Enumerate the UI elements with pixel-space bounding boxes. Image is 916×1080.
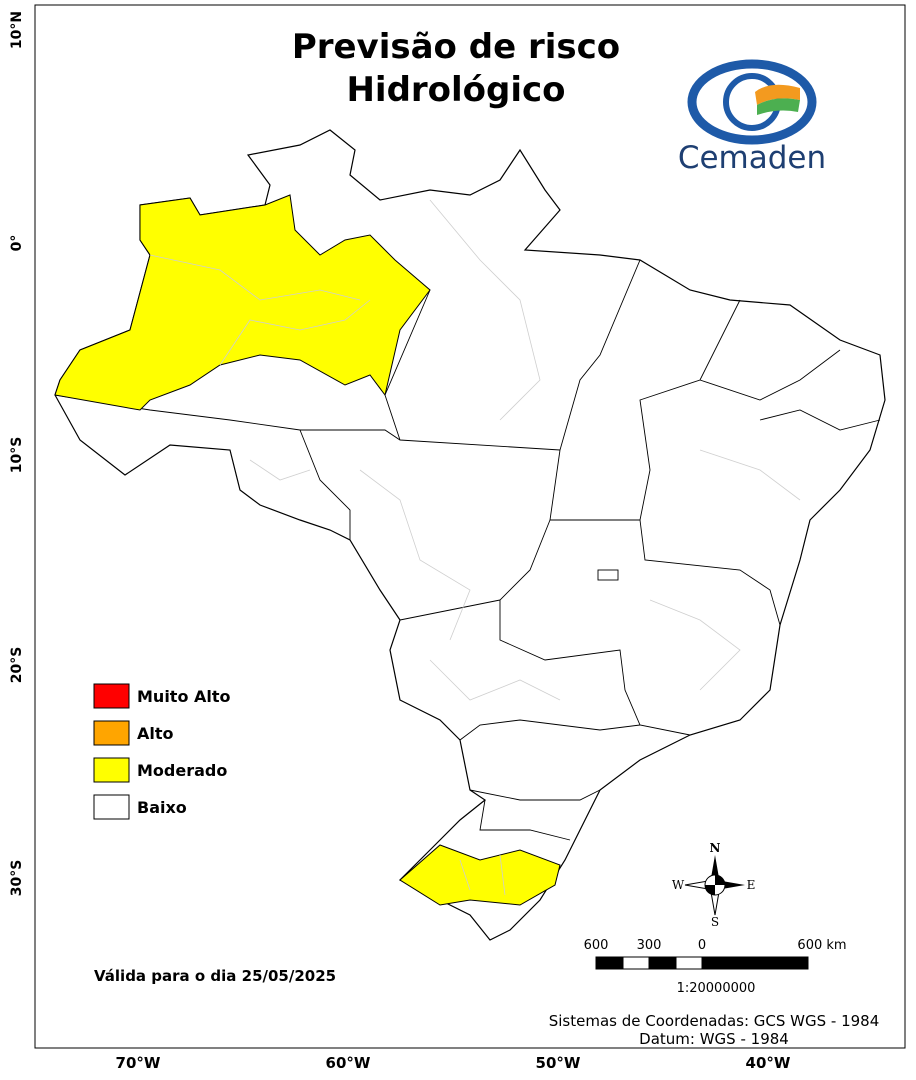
scale-bar-label: 600 [584,938,609,953]
compass-letter: N [710,841,721,855]
legend-label: Baixo [137,798,187,817]
legend-swatch [93,757,130,783]
footer-line: Datum: WGS - 1984 [639,1030,789,1048]
scale-bar-label: 600 km [797,938,846,953]
scale-ratio: 1:20000000 [677,981,756,996]
latitude-label: 30°S [9,860,25,897]
latitude-label: 10°N [9,11,25,49]
scale-bar-segment [622,956,650,970]
scale-bar-label: 0 [698,938,706,953]
scale-bar-segment [595,956,624,970]
region-amazonas [54,194,431,411]
compass-letter: E [747,878,756,892]
scale-bar-segment [675,956,703,970]
scale-bar-segment [648,956,677,970]
logo-text: Cemaden [678,140,826,176]
validity-date: Válida para o dia 25/05/2025 [94,967,336,985]
compass-rose [684,855,745,916]
logo: Cemaden [678,59,826,176]
footer-line: Sistemas de Coordenadas: GCS WGS - 1984 [549,1012,880,1030]
compass-letter: S [711,915,719,929]
compass-letter: W [672,878,685,892]
legend-label: Alto [137,724,174,743]
longitude-label: 50°W [536,1054,581,1072]
region-subdivisions [149,254,506,896]
legend-swatch [93,720,130,746]
legend-label: Muito Alto [137,687,231,706]
latitude-label: 10°S [9,437,25,474]
scale-bar-label: 300 [637,938,662,953]
title-line: Previsão de risco [292,27,620,67]
title-line: Hidrológico [346,70,565,110]
legend-swatch [93,683,130,709]
latitude-label: 0° [9,235,25,252]
legend-swatch [93,794,130,820]
latitude-label: 20°S [9,647,25,684]
municipal-boundaries [249,199,801,701]
legend-label: Moderado [137,761,227,780]
longitude-label: 40°W [746,1054,791,1072]
longitude-label: 70°W [116,1054,161,1072]
region-rio-grande-do-sul [399,844,561,906]
longitude-label: 60°W [326,1054,371,1072]
state-boundaries [54,259,881,841]
scale-bar-segment [701,956,809,970]
